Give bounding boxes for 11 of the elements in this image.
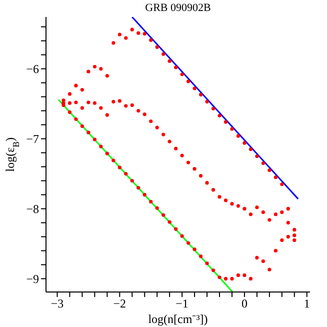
x-tick-label: −3 — [50, 296, 64, 311]
x-axis-title: log(n[cm⁻³]) — [148, 312, 208, 326]
y-tick-label: −6 — [26, 62, 39, 76]
x-tick-label: −1 — [176, 296, 188, 311]
y-tick-label: −8 — [26, 202, 39, 216]
y-tick-label: −9 — [26, 272, 39, 286]
x-tick-label: 1 — [304, 296, 310, 311]
y-tick-label: −7 — [26, 132, 39, 146]
x-tick-label: 0 — [241, 296, 248, 311]
chart-title: GRB 090902B — [145, 2, 211, 14]
x-tick-label: −2 — [113, 296, 126, 311]
